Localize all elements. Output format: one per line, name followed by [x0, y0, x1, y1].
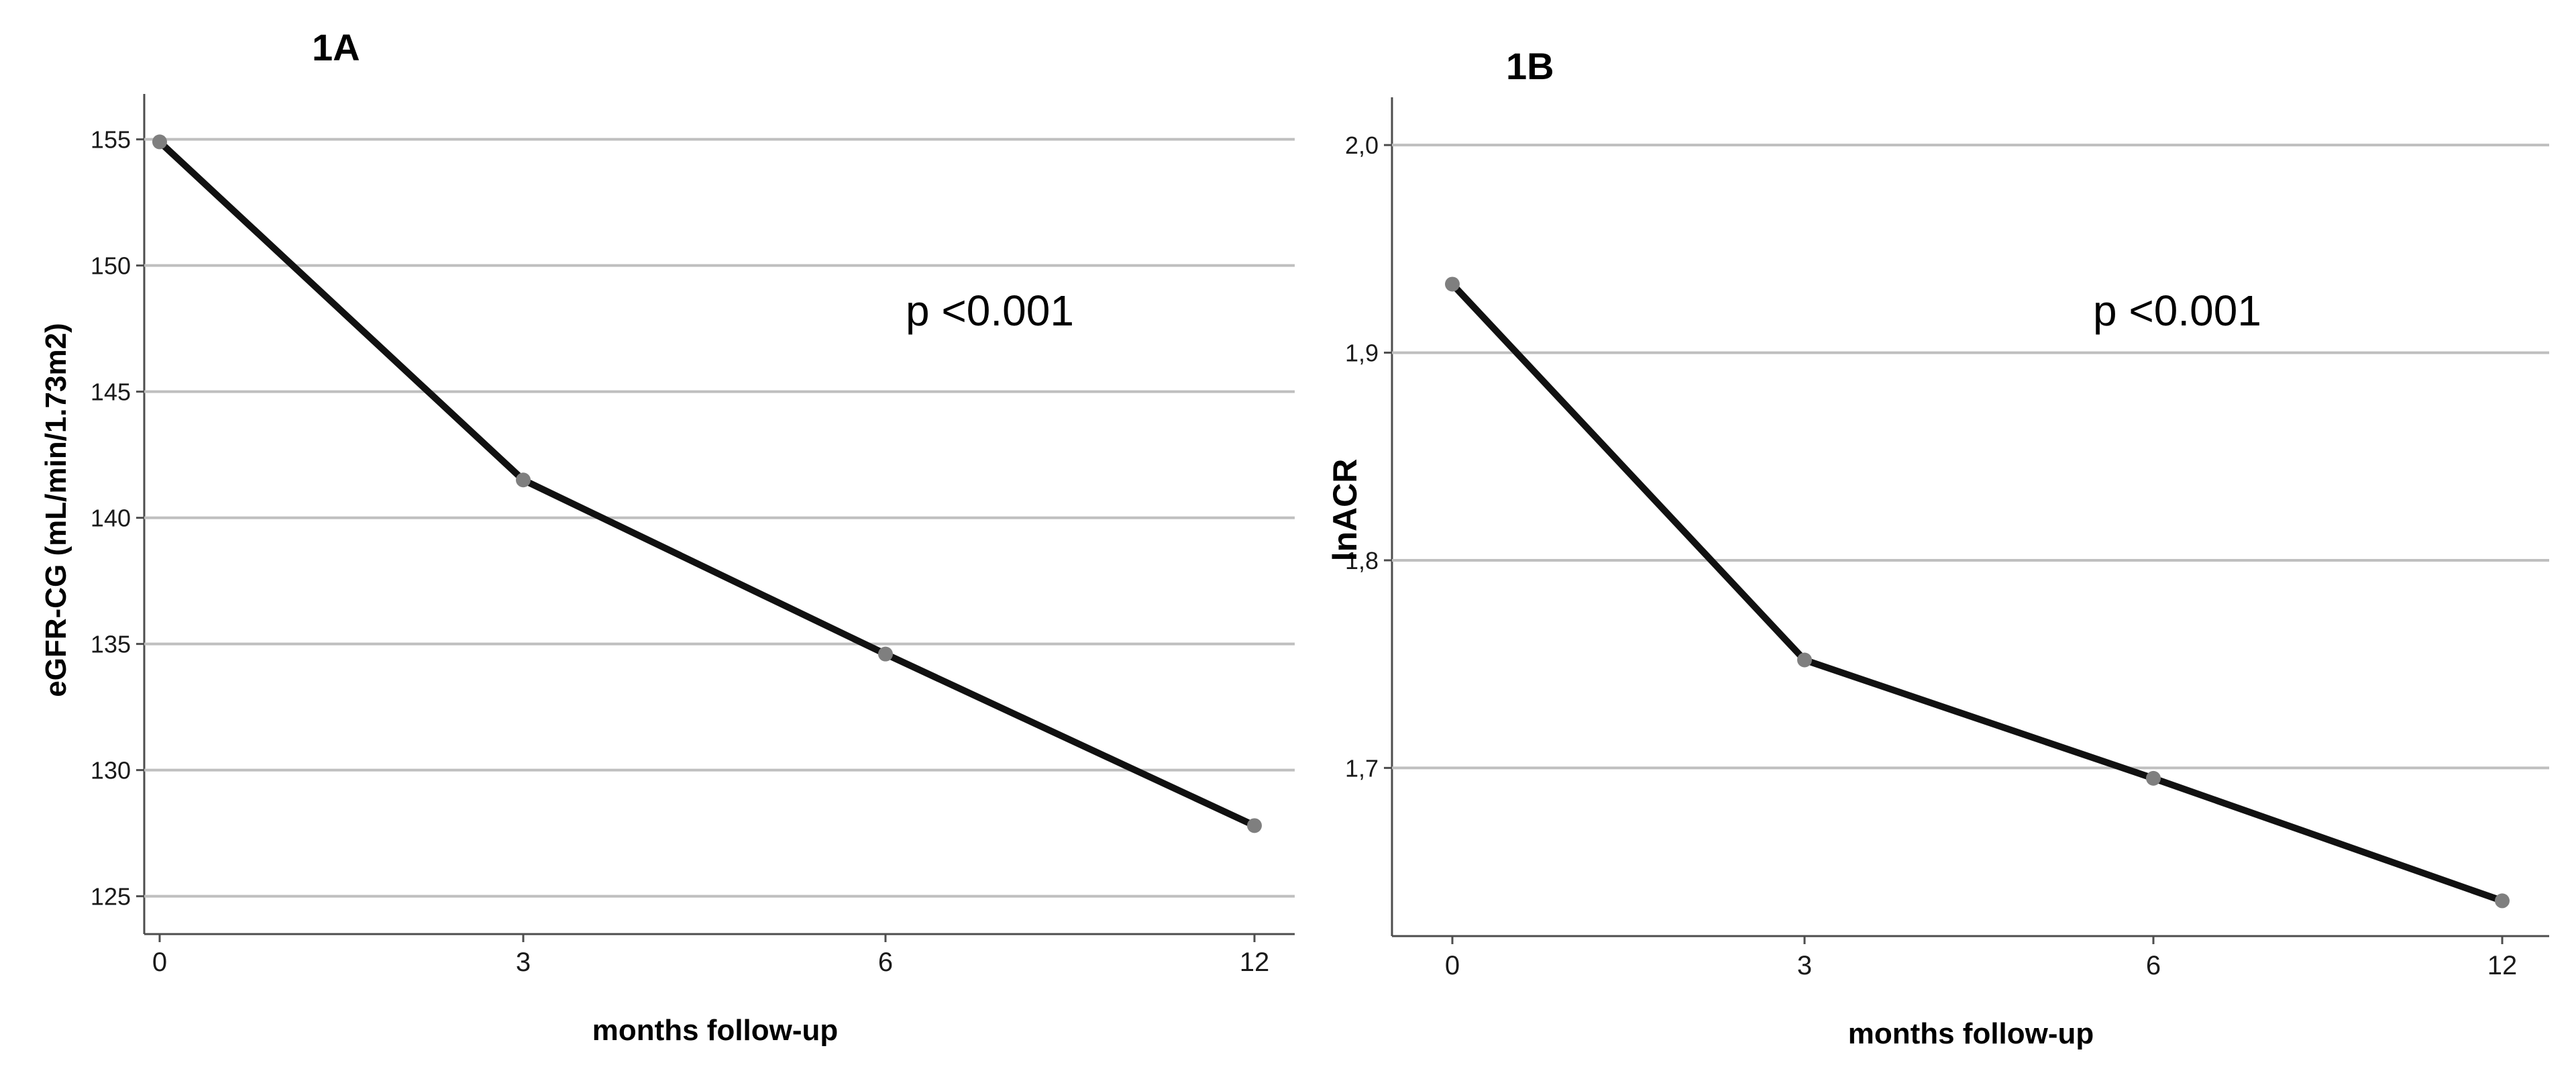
- data-point: [1445, 276, 1460, 292]
- x-tick-label: 3: [516, 948, 531, 977]
- p-value-annotation: p <0.001: [906, 287, 1074, 335]
- data-point: [1247, 818, 1262, 833]
- y-tick-label: 1,9: [1345, 340, 1379, 367]
- x-tick-label: 12: [1240, 948, 1270, 977]
- data-point: [2495, 893, 2510, 909]
- y-tick-label: 1,7: [1345, 754, 1379, 782]
- x-tick-label: 0: [152, 948, 167, 977]
- y-tick-label: 140: [91, 505, 131, 532]
- x-tick-label: 0: [1445, 951, 1460, 980]
- y-axis-label: lnACR: [1326, 459, 1364, 562]
- y-tick-label: 1,8: [1345, 547, 1379, 574]
- series-line: [156, 138, 1258, 829]
- y-tick-label: 155: [91, 126, 131, 154]
- y-axis-label: eGFR-CG (mL/min/1.73m2): [40, 323, 72, 697]
- x-tick-label: 6: [878, 948, 893, 977]
- y-tick-label: 135: [91, 631, 131, 658]
- y-tick-label: 2,0: [1345, 132, 1379, 159]
- data-point: [516, 472, 531, 488]
- data-point: [1797, 652, 1812, 668]
- data-point: [878, 646, 893, 662]
- chart-panel-1b: 1B 1,7 1,8 1,9 2,0 0 3 6 12 p <0.001 months fo…: [1326, 45, 2549, 1050]
- x-tick-label: 12: [2487, 951, 2518, 980]
- series-line: [1449, 280, 2506, 905]
- y-tick-label: 130: [91, 757, 131, 784]
- x-axis-label: months follow-up: [592, 1014, 839, 1047]
- y-tick-label: 150: [91, 252, 131, 280]
- y-tick-label: 125: [91, 883, 131, 911]
- x-tick-label: 6: [2146, 951, 2161, 980]
- y-tick-label: 145: [91, 378, 131, 406]
- x-tick-label: 3: [1797, 951, 1812, 980]
- data-point: [152, 134, 167, 150]
- x-axis-label: months follow-up: [1848, 1017, 2094, 1050]
- p-value-annotation: p <0.001: [2093, 287, 2261, 335]
- data-point: [2146, 770, 2161, 786]
- panel-label-1a: 1A: [312, 26, 360, 68]
- panel-label-1b: 1B: [1506, 45, 1554, 87]
